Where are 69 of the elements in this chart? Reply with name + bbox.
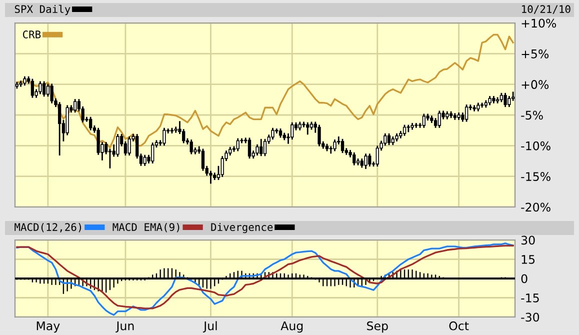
candlestick: [256, 144, 259, 156]
legend-label: Divergence: [211, 222, 273, 234]
candlestick: [209, 170, 212, 184]
candlestick: [42, 80, 46, 98]
x-tick-label: Jun: [116, 322, 134, 332]
x-tick-label: Jul: [203, 321, 217, 332]
candlestick: [38, 80, 42, 95]
text: 10/21/10: [522, 5, 570, 14]
candlestick: [402, 124, 406, 137]
candlestick: [368, 152, 372, 168]
candlestick: [58, 101, 62, 156]
candlestick: [46, 83, 50, 98]
candlestick: [278, 128, 282, 138]
candlestick: [201, 148, 205, 172]
candlestick: [290, 122, 294, 140]
candlestick: [162, 127, 166, 146]
x-tick-label: May: [36, 322, 60, 333]
candlestick: [116, 133, 120, 158]
candlestick: [50, 83, 54, 104]
y-tick-label: 15: [522, 255, 535, 264]
candlestick: [271, 127, 274, 140]
candlestick: [306, 122, 310, 136]
x-tick-label: Sep: [367, 321, 388, 333]
candlestick: [364, 152, 368, 170]
y-tick-label: +5%: [522, 49, 549, 58]
y-tick-label: -20%: [521, 202, 550, 212]
candlestick: [143, 154, 146, 167]
candlestick: [360, 158, 364, 168]
candlestick: [488, 95, 492, 106]
candlestick: [376, 144, 379, 168]
candlestick: [504, 92, 507, 108]
candlestick: [151, 142, 154, 164]
candlestick: [190, 138, 193, 155]
legend-label: SPX Daily: [14, 4, 70, 16]
candlestick: [352, 152, 356, 166]
candlestick: [464, 104, 468, 122]
candlestick: [340, 138, 344, 154]
candlestick: [23, 76, 26, 86]
candlestick: [30, 78, 34, 99]
legend-label: MACD(12,26): [14, 222, 82, 232]
y-tick-label: -15%: [521, 172, 550, 181]
candlestick: [422, 113, 426, 129]
candlestick: [128, 136, 131, 156]
candlestick: [438, 110, 441, 129]
y-tick-label: -5%: [521, 110, 543, 120]
candlestick: [508, 95, 511, 108]
candlestick: [318, 124, 321, 147]
candlestick: [248, 137, 252, 160]
candlestick: [104, 141, 108, 155]
y-tick-label: 30: [521, 236, 535, 245]
candlestick: [73, 98, 77, 114]
candlestick: [500, 92, 504, 103]
y-tick-label: +10%: [522, 18, 556, 28]
y-tick-label: 0: [521, 274, 528, 284]
candlestick: [260, 138, 263, 157]
candlestick: [236, 138, 240, 152]
y-tick-label: -10%: [521, 141, 550, 150]
y-tick-label: +0%: [522, 80, 549, 89]
candlestick: [384, 132, 387, 146]
candlestick: [387, 132, 391, 146]
x-tick-label: Oct: [449, 321, 469, 330]
y-tick-label: -30: [521, 312, 540, 322]
legend-label: CRB: [23, 30, 41, 38]
legend-label: MACD EMA(9): [112, 222, 180, 232]
candlestick: [89, 116, 92, 132]
y-tick-label: -15: [521, 294, 539, 302]
x-tick-label: Aug: [280, 322, 303, 333]
candlestick: [263, 138, 267, 157]
candlestick: [333, 138, 336, 152]
